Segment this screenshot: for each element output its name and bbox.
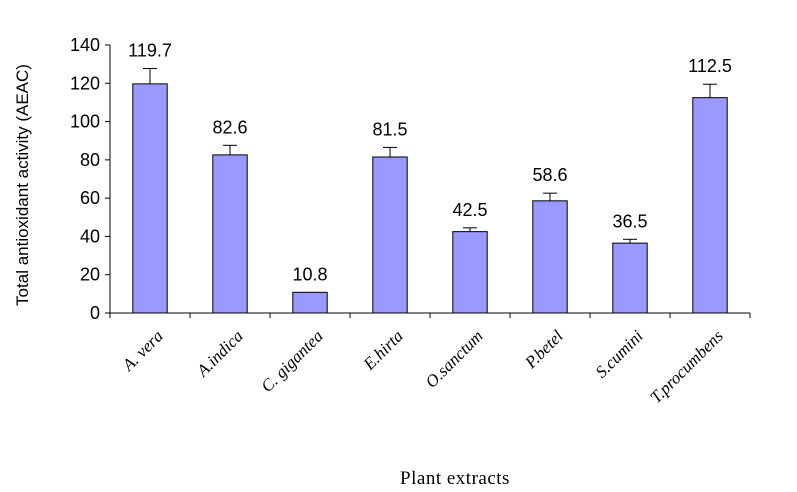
- y-tick-label: 40: [80, 226, 100, 246]
- category-label: T.procumbens: [646, 326, 727, 407]
- bar: [452, 231, 488, 314]
- data-labels: 119.7 82.6 10.8 81.5 42.5 58.6 36.5 112.5: [128, 41, 732, 285]
- x-axis: [109, 312, 751, 318]
- category-label: A.indica: [192, 326, 247, 381]
- y-tick-label: 60: [80, 188, 100, 208]
- y-tick-label: 140: [70, 35, 100, 55]
- category-label: S.cumini: [592, 326, 647, 381]
- y-tick-label: 120: [70, 73, 100, 93]
- bar: [292, 291, 328, 314]
- data-label: 112.5: [688, 56, 732, 76]
- category-label: C. gigantea: [257, 326, 327, 396]
- y-axis-label: Total antioxidant activity (AEAC): [13, 64, 32, 306]
- y-tick-label: 20: [80, 265, 100, 285]
- x-axis-label: Plant extracts: [400, 468, 510, 489]
- bars: [132, 68, 728, 314]
- category-label: O.sanctum: [422, 326, 487, 391]
- category-label: E.hirta: [359, 326, 407, 374]
- y-axis: 0 20 40 60 80 100 120 140: [70, 35, 111, 323]
- y-tick-label: 100: [70, 112, 100, 132]
- data-label: 36.5: [612, 211, 647, 231]
- bar: [372, 156, 408, 314]
- bar: [132, 83, 168, 314]
- data-label: 58.6: [532, 165, 567, 185]
- data-label: 81.5: [372, 119, 407, 139]
- data-label: 119.7: [128, 41, 172, 61]
- bar: [532, 200, 568, 314]
- category-label: A. vera: [118, 326, 167, 375]
- data-label: 42.5: [452, 200, 487, 220]
- data-label: 82.6: [212, 117, 247, 137]
- y-tick-label: 0: [90, 303, 100, 323]
- category-labels: A. vera A.indica C. gigantea E.hirta O.sanct…: [118, 326, 727, 407]
- y-tick-label: 80: [80, 150, 100, 170]
- bar: [692, 97, 728, 314]
- data-label: 10.8: [292, 264, 327, 284]
- category-label: P.betel: [521, 326, 567, 372]
- bar: [612, 242, 648, 314]
- bar: [212, 154, 248, 314]
